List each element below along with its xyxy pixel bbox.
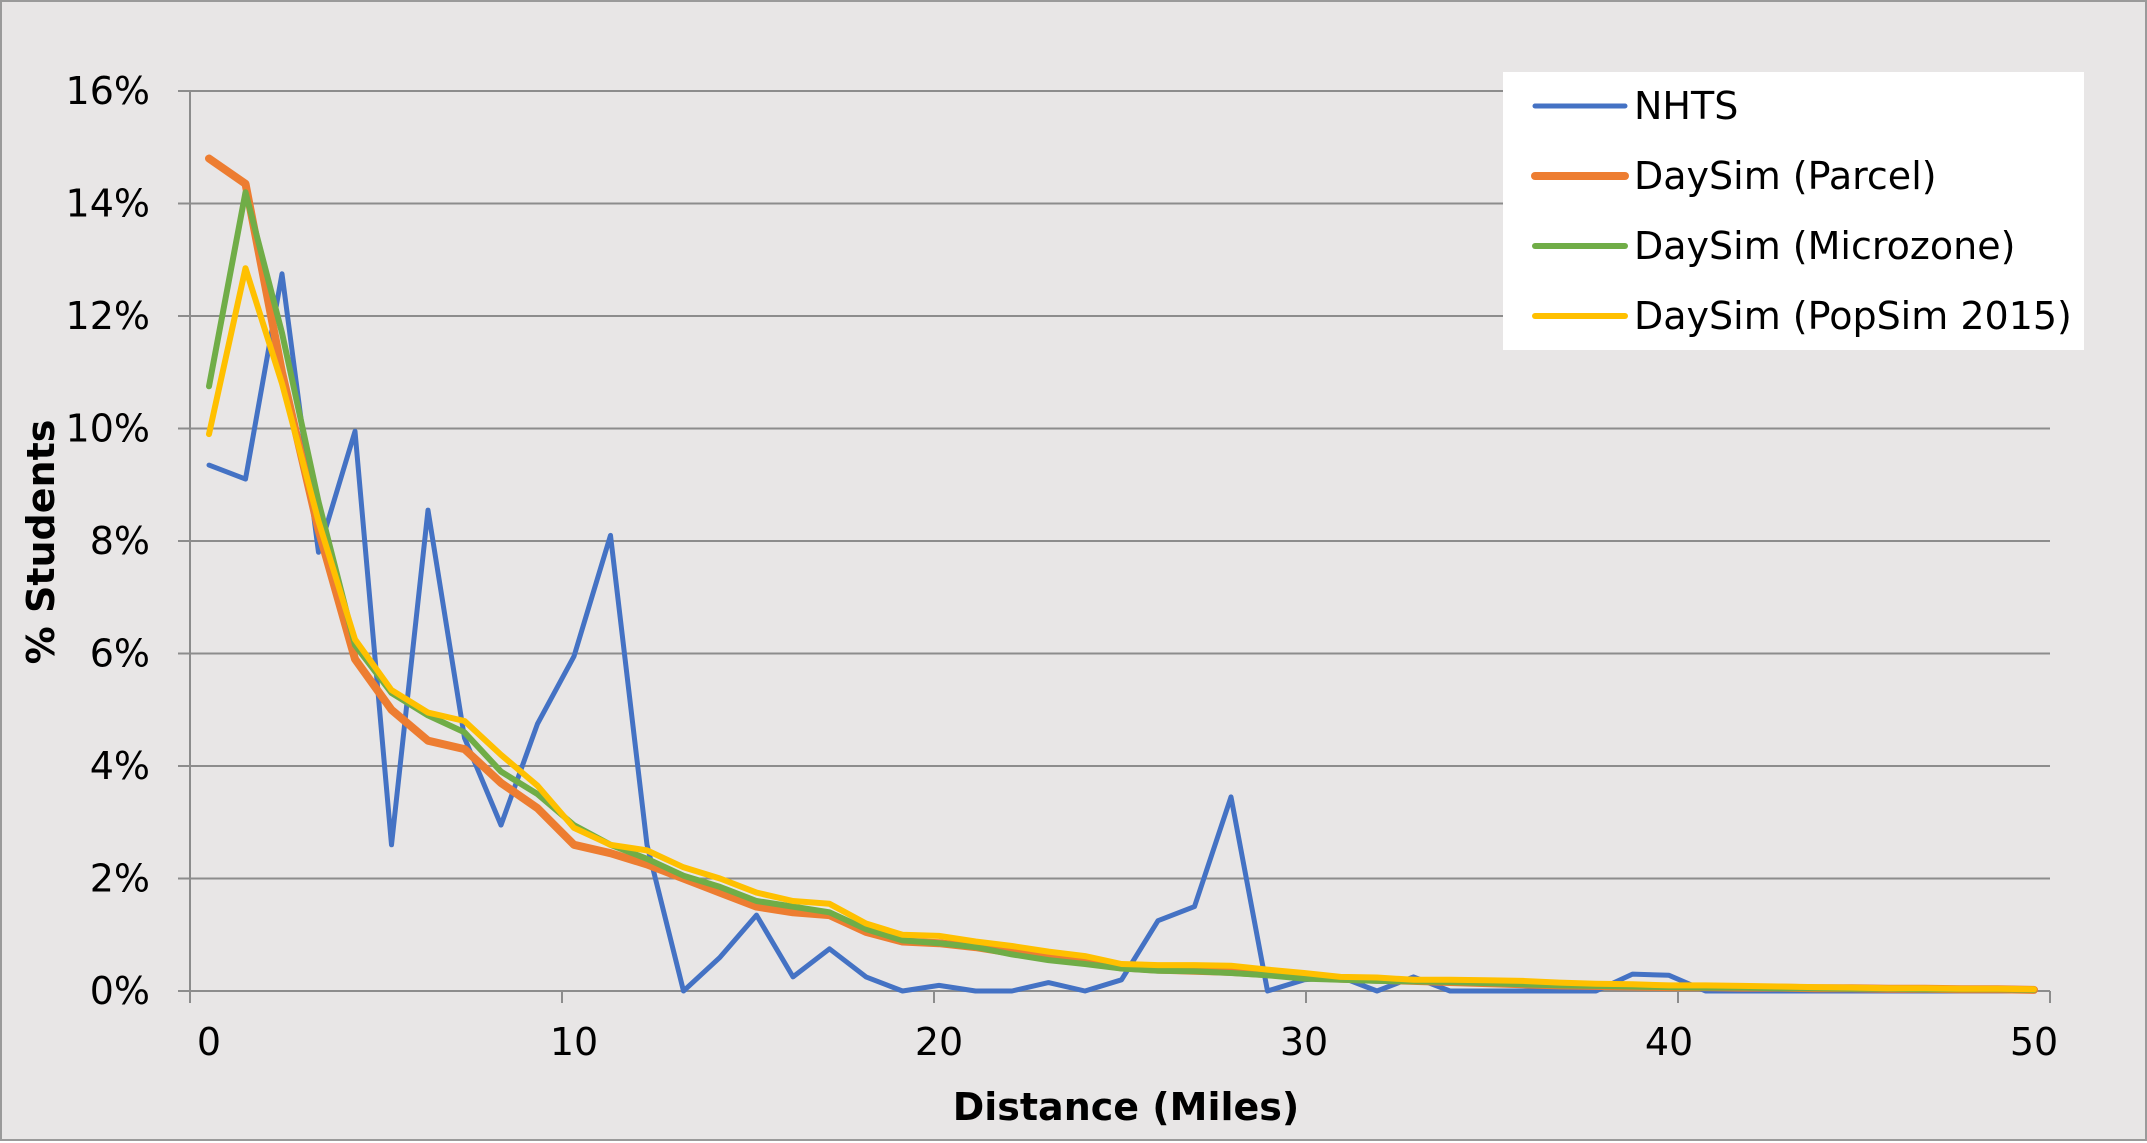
y-tick-label: 14% (66, 182, 150, 226)
x-tick-label: 10 (550, 1020, 598, 1064)
y-tick-label: 2% (90, 857, 150, 901)
x-tick-label: 50 (2010, 1020, 2058, 1064)
x-tick-label: 20 (915, 1020, 963, 1064)
series-nhts (209, 274, 2034, 991)
series-daysim-popsim-2015 (209, 268, 2034, 989)
x-tick-label: 40 (1645, 1020, 1693, 1064)
series-line (209, 274, 2034, 991)
y-tick-label: 16% (66, 69, 150, 113)
y-tick-label: 8% (90, 519, 150, 563)
legend: NHTS DaySim (Parcel) DaySim (Microzone) Day… (1503, 72, 2084, 350)
legend-label: DaySim (PopSim 2015) (1634, 294, 2072, 338)
series-line (209, 268, 2034, 989)
y-tick-label: 6% (90, 632, 150, 676)
y-tick-label: 0% (90, 969, 150, 1013)
x-tick-label: 0 (197, 1020, 221, 1064)
y-axis-title: % Students (19, 420, 63, 665)
y-tick-label: 12% (66, 294, 150, 338)
legend-label: DaySim (Parcel) (1634, 154, 1937, 198)
y-tick-label: 10% (66, 407, 150, 451)
x-tick-label: 30 (1280, 1020, 1328, 1064)
x-axis-title: Distance (Miles) (953, 1085, 1300, 1129)
legend-label: DaySim (Microzone) (1634, 224, 2015, 268)
legend-label: NHTS (1634, 84, 1738, 128)
y-tick-label: 4% (90, 744, 150, 788)
